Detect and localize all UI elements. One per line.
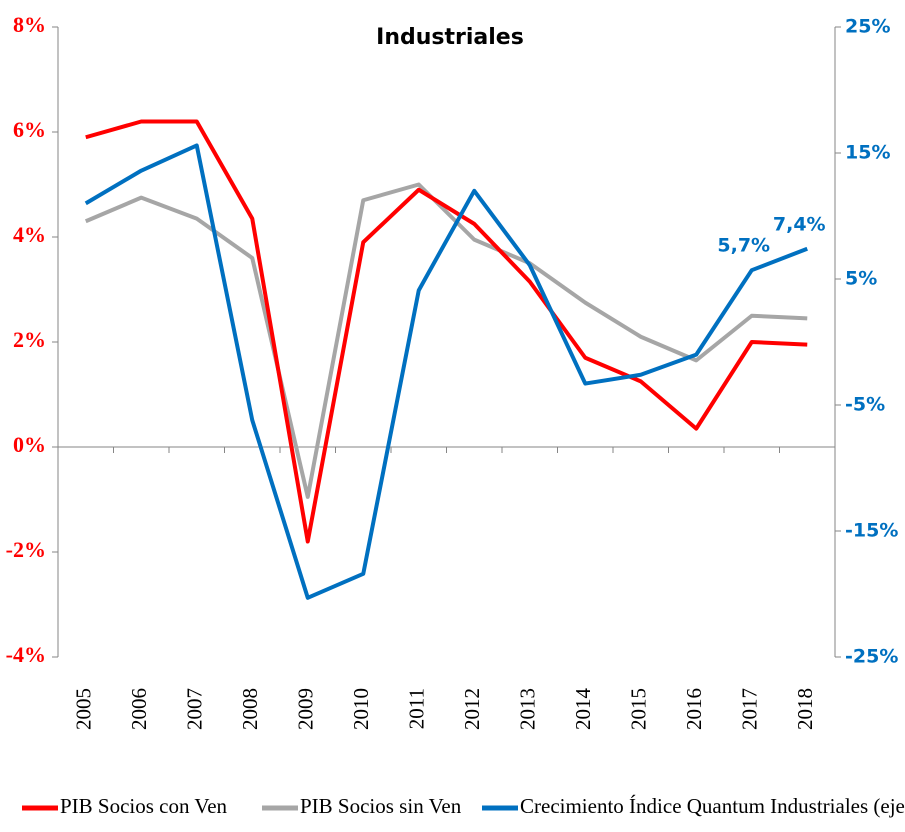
series-line	[84, 143, 808, 600]
y2-tick-label: -5%	[845, 394, 885, 416]
x-tick-label: 2015	[627, 688, 651, 730]
value-label: 5,7%	[717, 235, 770, 257]
x-tick-label: 2007	[183, 688, 207, 730]
legend-label: PIB Socios con Ven	[60, 794, 228, 818]
y2-tick-label: 15%	[845, 142, 890, 164]
series-line	[85, 119, 808, 544]
x-tick-label: 2014	[571, 688, 595, 731]
x-tick-label: 2008	[238, 688, 262, 730]
y2-tick-label: -15%	[845, 520, 898, 542]
y-tick-label: -4%	[6, 642, 46, 667]
y2-tick-label: 25%	[845, 16, 890, 38]
chart-title: Industriales	[376, 25, 524, 50]
legend-label: Crecimiento Índice Quantum Industriales …	[520, 794, 905, 818]
y2-tick-label: 5%	[845, 268, 877, 290]
legend-label: PIB Socios sin Ven	[300, 794, 462, 818]
x-tick-label: 2017	[738, 688, 762, 730]
x-tick-label: 2016	[682, 688, 706, 730]
x-tick-label: 2009	[294, 688, 318, 730]
value-label: 7,4%	[773, 213, 826, 235]
y-tick-label: 6%	[13, 117, 46, 142]
x-tick-label: 2005	[72, 688, 96, 730]
x-tick-label: 2010	[349, 688, 373, 730]
y-tick-label: 4%	[13, 222, 46, 247]
y-tick-label: -2%	[6, 537, 46, 562]
x-tick-label: 2013	[516, 688, 540, 730]
x-tick-label: 2011	[405, 688, 429, 729]
x-tick-label: 2018	[793, 688, 817, 730]
y2-tick-label: -25%	[845, 646, 898, 668]
y-tick-label: 8%	[13, 12, 46, 37]
y-tick-label: 0%	[13, 432, 46, 457]
x-tick-label: 2006	[127, 688, 151, 730]
x-tick-label: 2012	[460, 688, 484, 730]
y-tick-label: 2%	[13, 327, 46, 352]
